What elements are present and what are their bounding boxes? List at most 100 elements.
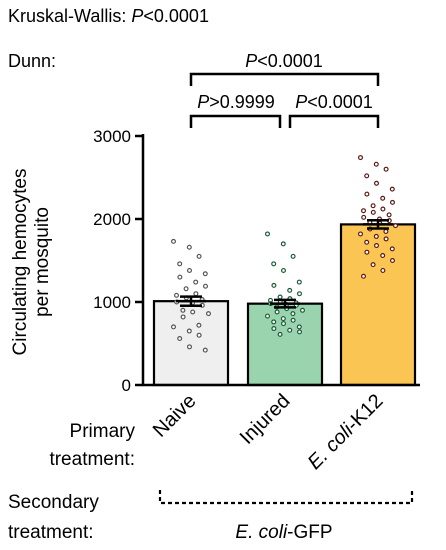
bracket-injured-vs-ecoli	[288, 114, 380, 128]
secondary-treatment-bracket	[158, 490, 414, 505]
primary-treatment-label-line2: treatment:	[49, 449, 135, 470]
category-label: Injured	[236, 390, 295, 449]
data-point	[290, 311, 296, 317]
data-point	[186, 328, 192, 334]
data-point	[193, 279, 199, 285]
data-point	[296, 279, 302, 285]
data-point	[202, 271, 208, 277]
data-point	[271, 326, 277, 332]
data-point	[370, 209, 376, 215]
data-point	[389, 246, 395, 252]
data-point	[364, 191, 370, 197]
y-tick-label: 0	[122, 376, 131, 395]
data-point	[380, 195, 386, 201]
data-point	[271, 319, 277, 325]
data-point	[364, 173, 370, 179]
data-point	[180, 314, 186, 320]
p-value-naive-vs-ecoli: P<0.0001	[245, 51, 323, 71]
bracket-naive-vs-injured	[189, 114, 282, 128]
data-point	[183, 286, 189, 292]
primary-treatment-label-line1: Primary	[70, 421, 136, 442]
data-point	[287, 327, 293, 333]
category-label: E. coli-K12	[304, 390, 388, 474]
data-point	[271, 282, 277, 288]
data-point	[361, 208, 367, 214]
data-point	[174, 292, 180, 298]
data-point	[383, 166, 389, 172]
data-point	[187, 267, 193, 273]
kruskal-wallis-result: Kruskal-Wallis: P<0.0001	[8, 6, 209, 26]
data-point	[177, 336, 183, 342]
x-axis-labels: Naive Injured E. coli-K12	[149, 390, 388, 474]
data-point	[358, 155, 364, 161]
error-bar-3	[363, 218, 393, 230]
data-point	[190, 309, 196, 315]
data-point	[193, 291, 199, 297]
data-point	[380, 206, 386, 212]
data-point	[290, 253, 296, 259]
data-point	[297, 329, 303, 335]
data-point	[373, 161, 379, 167]
data-point	[361, 214, 367, 220]
comparison-brackets	[189, 72, 380, 128]
y-tick-label: 3000	[93, 127, 131, 146]
data-point	[300, 307, 306, 313]
data-point	[281, 267, 287, 273]
data-point	[290, 317, 296, 323]
data-point	[274, 309, 280, 315]
data-point	[364, 249, 370, 255]
data-point	[390, 258, 396, 264]
bar-2	[246, 302, 324, 387]
data-points	[171, 155, 399, 353]
data-point	[393, 223, 399, 229]
data-point	[389, 186, 395, 192]
data-point	[296, 324, 302, 330]
data-point	[196, 332, 202, 338]
y-tick-label: 1000	[93, 293, 131, 312]
data-point	[374, 180, 380, 186]
error-bar-1	[176, 295, 206, 307]
data-point	[206, 311, 212, 317]
data-point	[390, 199, 396, 205]
data-point	[177, 274, 183, 280]
data-point	[265, 313, 271, 319]
data-point	[364, 239, 370, 245]
y-axis-title-line2: per mosquito	[32, 207, 53, 317]
p-value-injured-vs-ecoli: P<0.0001	[295, 92, 373, 112]
data-point	[373, 233, 379, 239]
y-axis-ticks: 0 1000 2000 3000	[93, 127, 143, 395]
data-point	[374, 243, 380, 249]
data-point	[380, 267, 386, 273]
category-label: Naive	[149, 390, 201, 442]
error-bar-2	[270, 298, 300, 309]
data-point	[281, 321, 287, 327]
bar-3	[339, 223, 417, 387]
data-point	[196, 253, 202, 259]
data-point	[265, 231, 271, 237]
data-point	[380, 253, 386, 259]
secondary-treatment-label-line1: Secondary	[8, 492, 99, 513]
data-point	[277, 331, 283, 337]
y-axis-title-line1: Circulating hemocytes	[10, 169, 31, 356]
data-point	[287, 287, 293, 293]
data-point	[383, 228, 389, 234]
data-point	[370, 262, 376, 268]
data-point	[171, 238, 177, 244]
p-value-naive-vs-injured: P>0.9999	[197, 92, 275, 112]
data-point	[370, 203, 376, 209]
data-point	[177, 261, 183, 267]
data-point	[186, 244, 192, 250]
error-bars	[176, 218, 393, 309]
data-point	[280, 241, 286, 247]
data-point	[202, 347, 208, 353]
data-point	[297, 291, 303, 297]
secondary-treatment-label-line2: treatment:	[8, 522, 94, 543]
dunn-label: Dunn:	[8, 51, 56, 71]
secondary-treatment-value: E. coli-GFP	[235, 522, 332, 543]
data-point	[271, 261, 277, 267]
data-point	[171, 324, 177, 330]
data-point	[187, 344, 193, 350]
data-point	[280, 316, 286, 322]
data-point	[361, 273, 367, 279]
